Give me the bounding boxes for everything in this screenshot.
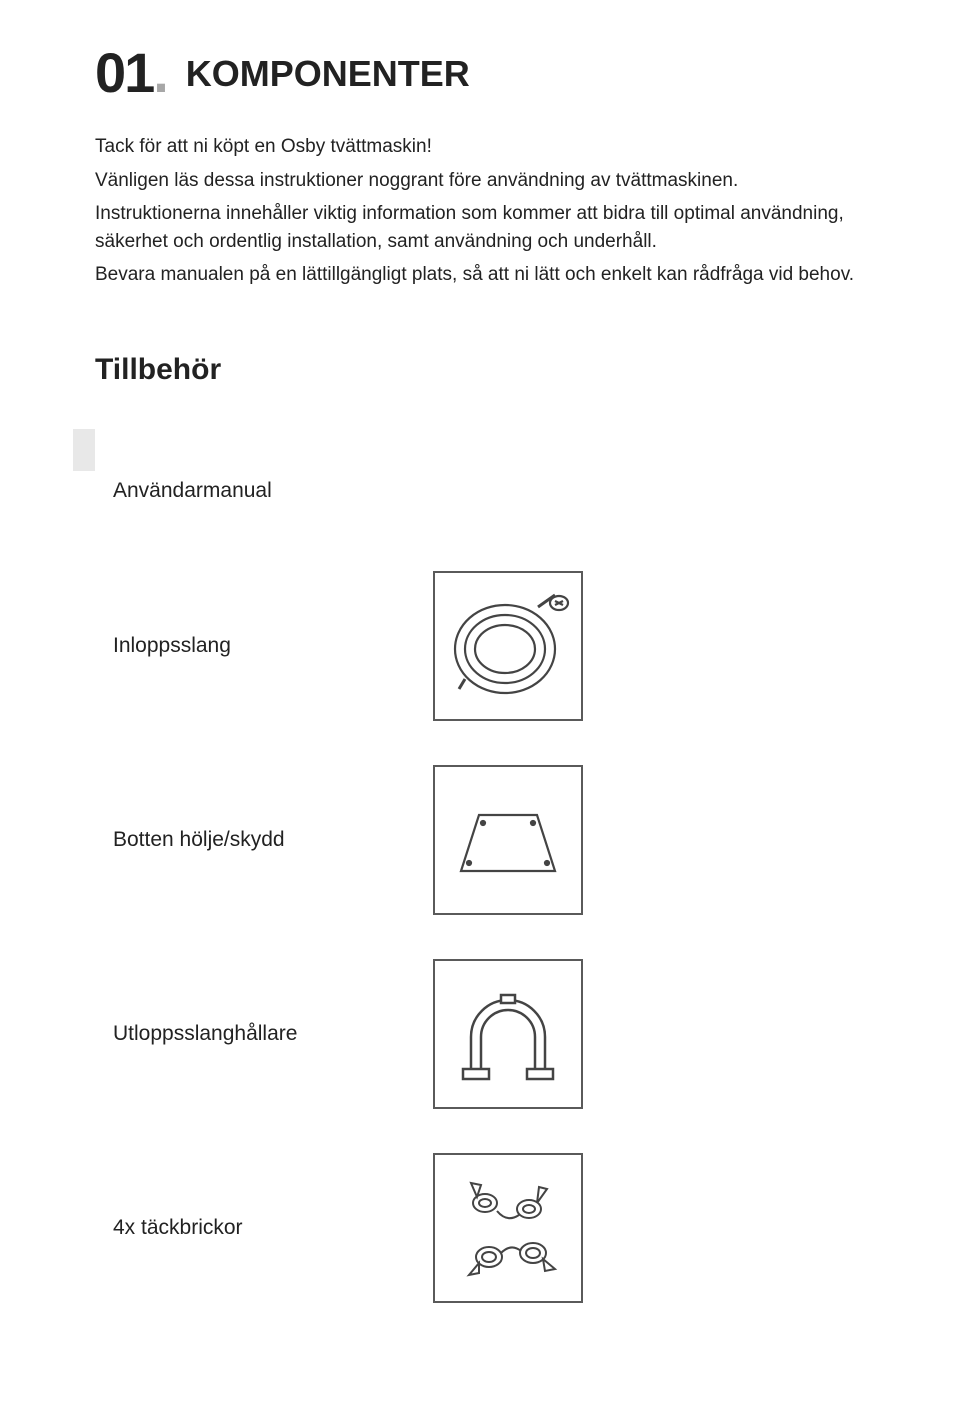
accessory-holder-label: Utloppsslanghållare <box>113 1022 413 1046</box>
accessory-caps-row: 4x täckbrickor <box>113 1153 880 1303</box>
section-dot: . <box>153 41 169 104</box>
accessories-heading: Tillbehör <box>95 353 880 387</box>
section-title: KOMPONENTER <box>186 53 470 94</box>
accessories-list: Användarmanual Inloppsslang <box>95 471 880 1303</box>
accessory-holder-row: Utloppsslanghållare <box>113 959 880 1109</box>
intro-text: Tack för att ni köpt en Osby tvättmaskin… <box>95 133 880 289</box>
accessory-inlet-label: Inloppsslang <box>113 634 413 658</box>
intro-p3: Instruktionerna innehåller viktig inform… <box>95 200 880 255</box>
accessory-bottom-row: Botten hölje/skydd <box>113 765 880 915</box>
accessory-inlet-row: Inloppsslang <box>113 571 880 721</box>
accessory-manual-row: Användarmanual <box>113 471 880 511</box>
accessories-marker <box>73 429 95 471</box>
section-number: 01 <box>95 41 153 104</box>
accessory-bottom-label: Botten hölje/skydd <box>113 828 413 852</box>
inlet-hose-icon <box>433 571 583 721</box>
outlet-holder-icon <box>433 959 583 1109</box>
manual-page: 01. KOMPONENTER Tack för att ni köpt en … <box>0 0 960 1387</box>
intro-p1: Tack för att ni köpt en Osby tvättmaskin… <box>95 133 880 161</box>
section-heading: 01. KOMPONENTER <box>95 40 880 105</box>
bottom-cover-icon <box>433 765 583 915</box>
cover-caps-icon <box>433 1153 583 1303</box>
intro-p2: Vänligen läs dessa instruktioner noggran… <box>95 167 880 195</box>
accessory-caps-label: 4x täckbrickor <box>113 1216 413 1240</box>
intro-p4: Bevara manualen på en lättillgängligt pl… <box>95 261 880 289</box>
accessory-manual-label: Användarmanual <box>113 479 413 503</box>
